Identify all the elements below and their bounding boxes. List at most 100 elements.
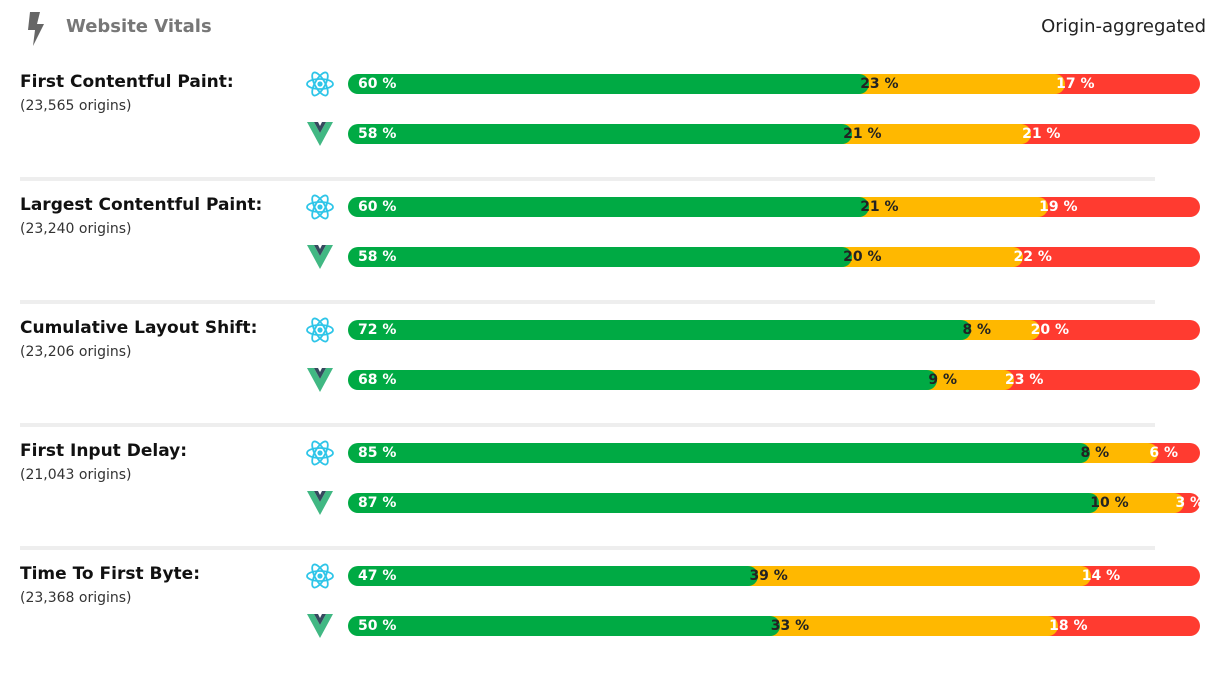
needs-improvement-segment: [917, 370, 1015, 390]
good-segment: [348, 124, 853, 144]
chart-title: Website Vitals: [66, 16, 212, 37]
react-distribution-bar: 60 % 23 % 17 %: [348, 74, 1200, 94]
poor-value-label: 22 %: [1013, 249, 1052, 265]
metric-name: Cumulative Layout Shift:: [20, 318, 258, 338]
react-distribution-bar: 47 % 39 % 14 %: [348, 566, 1200, 586]
metric-section: Cumulative Layout Shift: (23,206 origins)…: [0, 317, 1231, 428]
metric-origins: (23,565 origins): [20, 98, 132, 114]
vue-distribution-bar: 58 % 20 % 22 %: [348, 247, 1200, 267]
section-divider: [20, 177, 1155, 181]
good-value-label: 60 %: [358, 76, 397, 92]
good-segment: [348, 247, 853, 267]
needs-improvement-value-label: 23 %: [860, 76, 899, 92]
metric-origins: (21,043 origins): [20, 467, 132, 483]
poor-segment: [1019, 320, 1200, 340]
metric-section: Time To First Byte: (23,368 origins) 47 % 3…: [0, 563, 1231, 674]
react-distribution-bar: 72 % 8 % 20 %: [348, 320, 1200, 340]
good-value-label: 60 %: [358, 199, 397, 215]
metric-name: First Input Delay:: [20, 441, 188, 461]
needs-improvement-segment: [1079, 493, 1185, 513]
lightning-bolt-icon: [28, 12, 44, 46]
section-divider: [20, 423, 1155, 427]
react-distribution-bar: 60 % 21 % 19 %: [348, 197, 1200, 217]
needs-improvement-value-label: 8 %: [1080, 445, 1110, 461]
section-divider: [20, 300, 1155, 304]
good-value-label: 68 %: [358, 372, 397, 388]
react-logo-icon: [306, 440, 334, 466]
needs-improvement-segment: [1069, 443, 1159, 463]
vue-logo-icon: [307, 614, 333, 638]
good-value-label: 85 %: [358, 445, 397, 461]
good-value-label: 72 %: [358, 322, 397, 338]
vue-logo-icon: [307, 368, 333, 392]
react-logo-icon: [306, 317, 334, 343]
good-segment: [348, 320, 972, 340]
good-value-label: 47 %: [358, 568, 397, 584]
needs-improvement-value-label: 8 %: [962, 322, 992, 338]
metric-name: First Contentful Paint:: [20, 72, 234, 92]
needs-improvement-segment: [849, 74, 1066, 94]
aggregation-label: Origin-aggregated: [1041, 16, 1206, 37]
react-logo-icon: [306, 563, 334, 589]
poor-segment: [1011, 124, 1200, 144]
good-value-label: 58 %: [358, 126, 397, 142]
good-segment: [348, 616, 780, 636]
metric-name: Largest Contentful Paint:: [20, 195, 263, 215]
vue-logo-icon: [307, 122, 333, 146]
needs-improvement-value-label: 10 %: [1090, 495, 1129, 511]
vue-distribution-bar: 50 % 33 % 18 %: [348, 616, 1200, 636]
needs-improvement-segment: [849, 197, 1049, 217]
chart-header: Website Vitals Origin-aggregated: [0, 0, 1231, 60]
metric-origins: (23,206 origins): [20, 344, 132, 360]
poor-segment: [1028, 197, 1200, 217]
needs-improvement-value-label: 21 %: [860, 199, 899, 215]
poor-value-label: 23 %: [1005, 372, 1044, 388]
poor-segment: [994, 370, 1200, 390]
metric-origins: (23,368 origins): [20, 590, 132, 606]
needs-improvement-segment: [759, 616, 1059, 636]
good-segment: [348, 566, 759, 586]
needs-improvement-value-label: 21 %: [843, 126, 882, 142]
needs-improvement-segment: [832, 124, 1032, 144]
needs-improvement-value-label: 33 %: [770, 618, 810, 634]
poor-segment: [1002, 247, 1200, 267]
vue-distribution-bar: 68 % 9 % 23 %: [348, 370, 1200, 390]
needs-improvement-segment: [951, 320, 1040, 340]
metric-name: Time To First Byte:: [20, 564, 201, 584]
good-segment: [348, 74, 870, 94]
needs-improvement-segment: [738, 566, 1091, 586]
vue-distribution-bar: 58 % 21 % 21 %: [348, 124, 1200, 144]
metric-section: First Input Delay: (21,043 origins) 85 % 8 …: [0, 440, 1231, 551]
metric-section: First Contentful Paint: (23,565 origins) 6…: [0, 71, 1231, 182]
poor-value-label: 21 %: [1022, 126, 1061, 142]
good-value-label: 50 %: [358, 618, 397, 634]
react-logo-icon: [306, 71, 334, 97]
react-distribution-bar: 85 % 8 % 6 %: [348, 443, 1200, 463]
poor-value-label: 19 %: [1039, 199, 1078, 215]
poor-segment: [1045, 74, 1200, 94]
poor-segment: [1038, 616, 1200, 636]
poor-value-label: 6 %: [1149, 445, 1179, 461]
vue-distribution-bar: 87 % 10 % 3 %: [348, 493, 1204, 513]
good-segment: [348, 197, 870, 217]
needs-improvement-value-label: 20 %: [843, 249, 882, 265]
metric-origins: (23,240 origins): [20, 221, 132, 237]
poor-value-label: 18 %: [1049, 618, 1088, 634]
section-divider: [20, 546, 1155, 550]
good-value-label: 58 %: [358, 249, 397, 265]
poor-value-label: 14 %: [1081, 568, 1121, 584]
react-logo-icon: [306, 194, 334, 220]
metric-section: Largest Contentful Paint: (23,240 origins…: [0, 194, 1231, 305]
poor-value-label: 20 %: [1030, 322, 1069, 338]
vue-logo-icon: [307, 491, 333, 515]
poor-value-label: 3 %: [1175, 495, 1205, 511]
needs-improvement-value-label: 39 %: [749, 568, 788, 584]
good-segment: [348, 370, 938, 390]
good-value-label: 87 %: [358, 495, 397, 511]
good-segment: [348, 493, 1100, 513]
poor-segment: [1070, 566, 1200, 586]
needs-improvement-segment: [832, 247, 1023, 267]
poor-value-label: 17 %: [1056, 76, 1095, 92]
needs-improvement-value-label: 9 %: [928, 372, 958, 388]
vue-logo-icon: [307, 245, 333, 269]
